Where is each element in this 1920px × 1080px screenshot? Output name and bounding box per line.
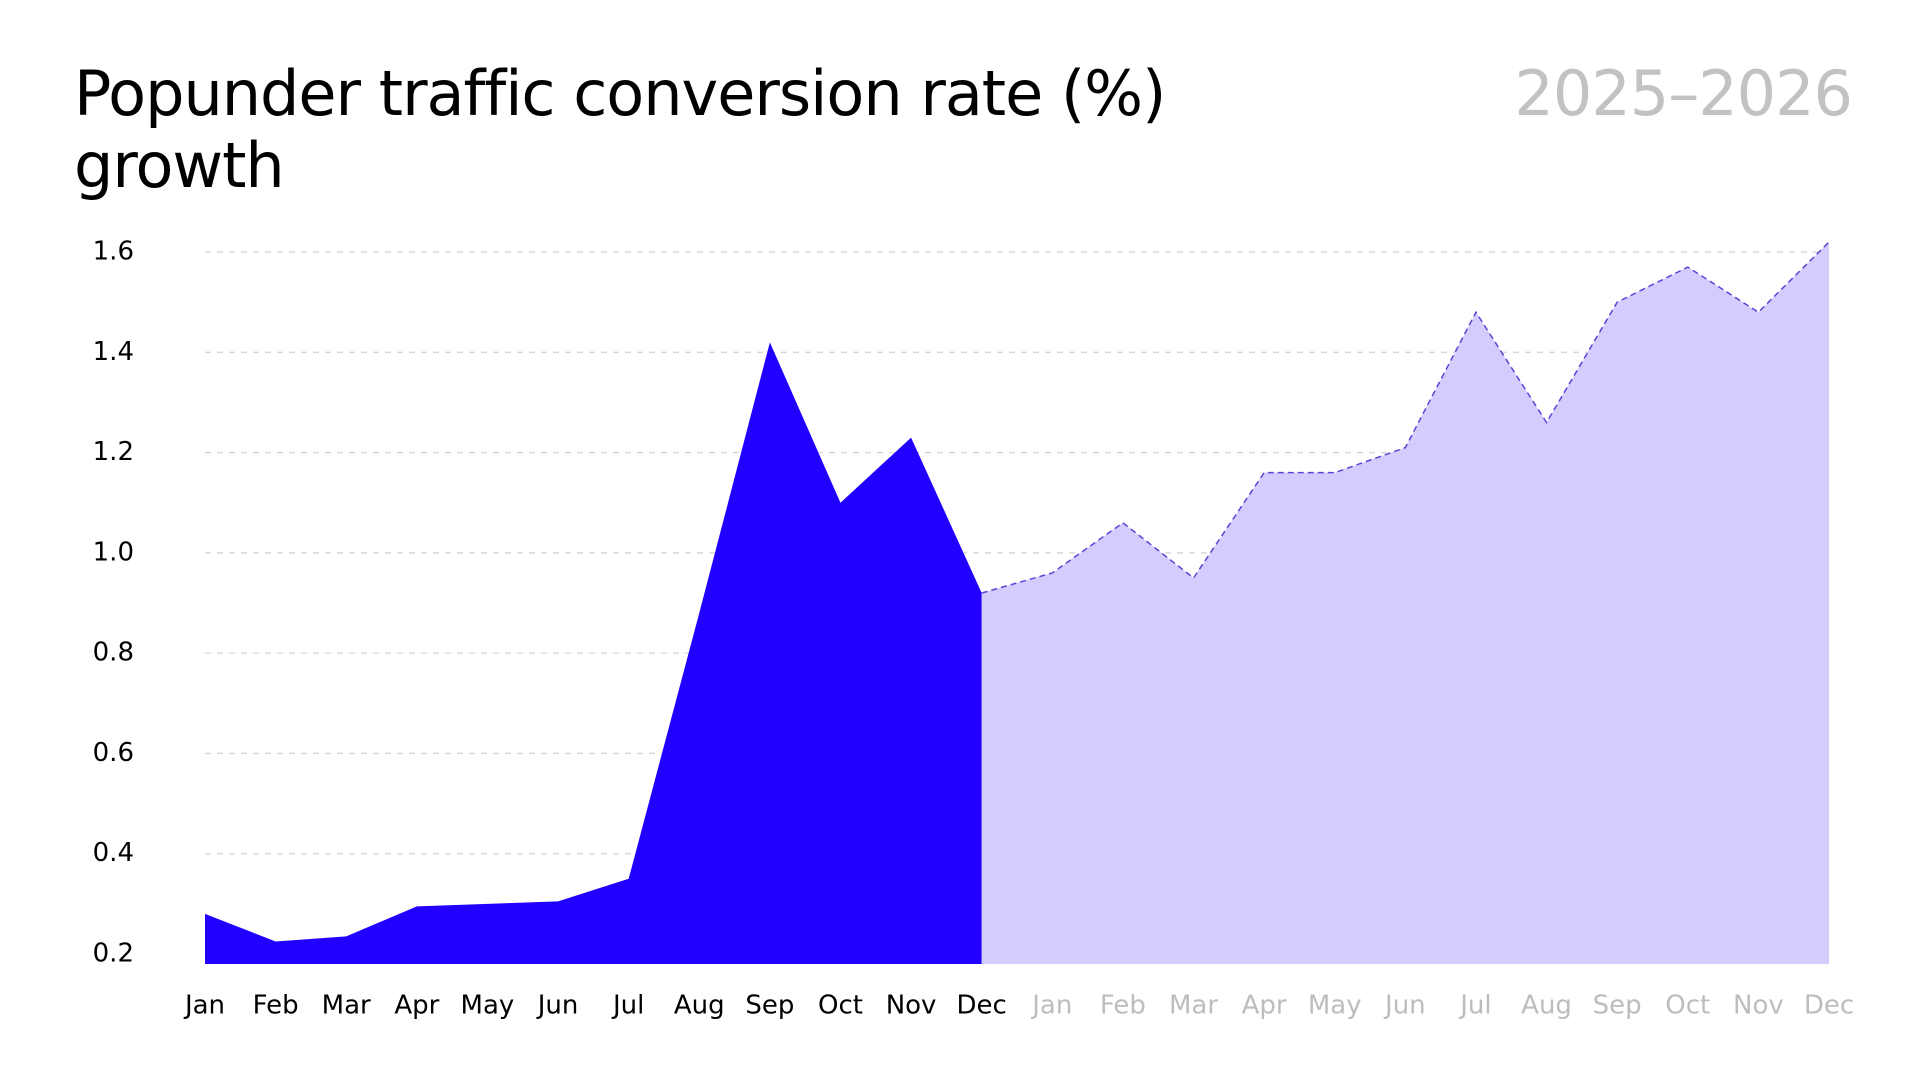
x-tick-label: Jan — [1030, 991, 1072, 1021]
x-tick-label: Mar — [322, 991, 371, 1021]
y-tick-label: 0.6 — [93, 738, 134, 768]
chart-title: Popunder traffic conversion rate (%) gro… — [74, 57, 1166, 202]
y-tick-label: 0.2 — [93, 938, 134, 968]
y-tick-label: 1.2 — [93, 437, 134, 467]
area — [205, 342, 982, 964]
x-tick-label: Apr — [394, 991, 439, 1021]
x-tick-label: Mar — [1169, 991, 1218, 1021]
y-tick-label: 1.0 — [93, 537, 134, 567]
x-tick-label: Jul — [1458, 991, 1491, 1021]
area — [981, 242, 1829, 964]
y-tick-label: 0.8 — [93, 638, 134, 668]
x-tick-label: Nov — [1733, 991, 1784, 1021]
x-tick-label: Jul — [611, 991, 644, 1021]
x-tick-label: Dec — [957, 991, 1007, 1021]
x-tick-label: Aug — [1521, 991, 1572, 1021]
x-tick-label: Jun — [536, 991, 579, 1021]
x-tick-label: Feb — [1100, 991, 1146, 1021]
x-tick-label: Jun — [1383, 991, 1426, 1021]
x-tick-label: May — [461, 991, 515, 1021]
chart-subtitle: 2025–2026 — [1514, 57, 1853, 130]
x-tick-label: Nov — [886, 991, 937, 1021]
x-tick-label: Dec — [1804, 991, 1854, 1021]
x-tick-label: Feb — [253, 991, 299, 1021]
y-tick-label: 1.4 — [93, 337, 134, 367]
y-tick-label: 0.4 — [93, 838, 134, 868]
x-tick-label: Oct — [1665, 991, 1710, 1021]
x-tick-label: Apr — [1242, 991, 1287, 1021]
line — [981, 241, 1830, 594]
x-tick-label: May — [1308, 991, 1362, 1021]
x-tick-label: Jan — [183, 991, 225, 1021]
y-tick-label: 1.6 — [93, 237, 134, 267]
x-tick-label: Aug — [674, 991, 725, 1021]
x-tick-label: Sep — [745, 991, 794, 1021]
x-tick-label: Sep — [1593, 991, 1642, 1021]
x-tick-label: Oct — [818, 991, 863, 1021]
